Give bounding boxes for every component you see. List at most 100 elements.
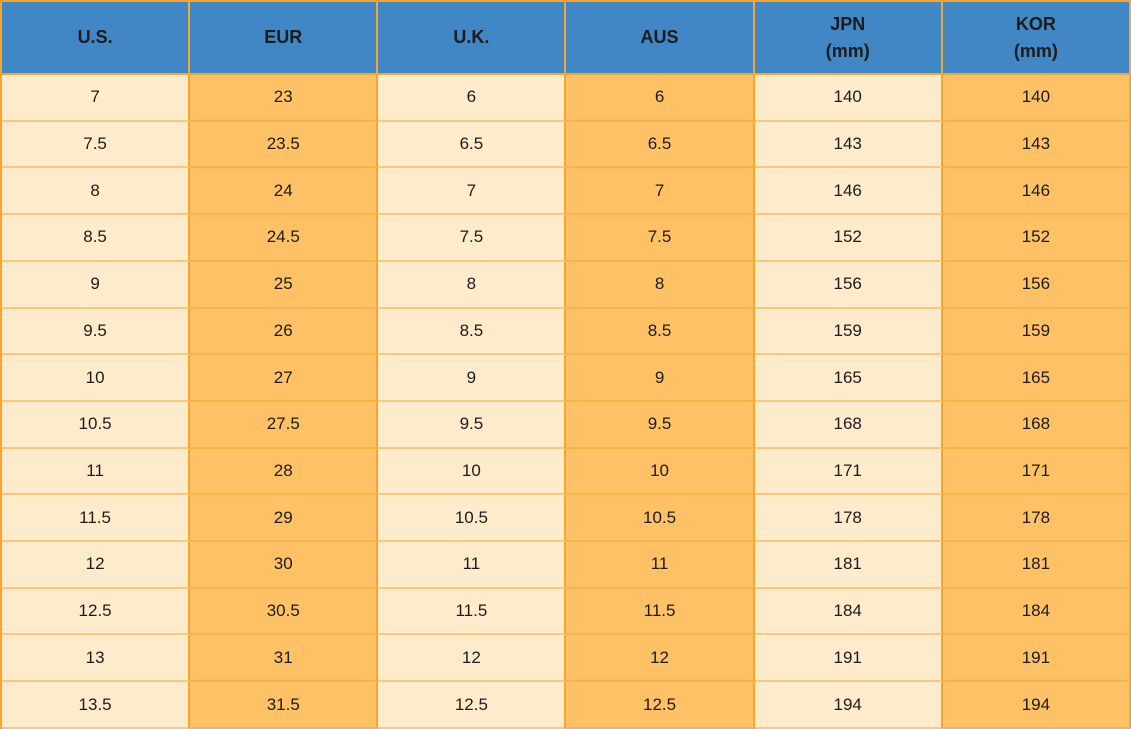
cell-kor: 156 [942, 261, 1131, 309]
cell-jpn: 140 [754, 75, 943, 122]
column-header-label: JPN [830, 13, 866, 34]
cell-us: 11.5 [2, 495, 191, 543]
header-row: U.S. EUR U.K. AUS JPN (mm) KOR (mm) [2, 2, 1131, 75]
cell-kor: 191 [942, 635, 1131, 683]
cell-jpn: 165 [754, 355, 943, 402]
cell-uk: 9.5 [378, 401, 567, 449]
cell-kor: 143 [942, 121, 1131, 169]
table-body: 7 23 6 6 140 140 7.5 23.5 6.5 6.5 143 143 8 24 7 7 146 14… [2, 75, 1131, 729]
cell-eur: 31 [190, 635, 379, 683]
cell-uk: 12.5 [378, 682, 567, 729]
cell-kor: 146 [942, 168, 1131, 216]
cell-us: 10.5 [2, 401, 191, 449]
cell-jpn: 159 [754, 308, 943, 356]
cell-kor: 171 [942, 448, 1131, 496]
cell-kor: 165 [942, 355, 1131, 402]
table-row: 11.5 29 10.5 10.5 178 178 [2, 495, 1131, 543]
cell-us: 11 [2, 448, 191, 496]
column-header-label: AUS [640, 27, 679, 47]
table-row: 13.5 31.5 12.5 12.5 194 194 [2, 682, 1131, 729]
cell-kor: 140 [942, 75, 1131, 122]
cell-uk: 8 [378, 261, 567, 309]
cell-us: 8 [2, 168, 191, 216]
cell-jpn: 171 [754, 448, 943, 496]
table-row: 8.5 24.5 7.5 7.5 152 152 [2, 215, 1131, 262]
cell-uk: 12 [378, 635, 567, 683]
table-row: 9.5 26 8.5 8.5 159 159 [2, 308, 1131, 356]
cell-kor: 168 [942, 401, 1131, 449]
cell-uk: 7 [378, 168, 567, 216]
table-row: 9 25 8 8 156 156 [2, 261, 1131, 309]
cell-eur: 30.5 [190, 588, 379, 636]
cell-aus: 9 [566, 355, 755, 402]
cell-uk: 8.5 [378, 308, 567, 356]
cell-eur: 29 [190, 495, 379, 543]
cell-jpn: 181 [754, 542, 943, 589]
cell-aus: 8.5 [566, 308, 755, 356]
cell-uk: 6 [378, 75, 567, 122]
cell-us: 9.5 [2, 308, 191, 356]
table-row: 7 23 6 6 140 140 [2, 75, 1131, 122]
cell-us: 12 [2, 542, 191, 589]
cell-aus: 7.5 [566, 215, 755, 262]
cell-kor: 178 [942, 495, 1131, 543]
cell-jpn: 146 [754, 168, 943, 216]
cell-eur: 28 [190, 448, 379, 496]
cell-aus: 12.5 [566, 682, 755, 729]
cell-eur: 24 [190, 168, 379, 216]
cell-uk: 6.5 [378, 121, 567, 169]
cell-kor: 194 [942, 682, 1131, 729]
cell-kor: 184 [942, 588, 1131, 636]
cell-us: 13 [2, 635, 191, 683]
column-header-us: U.S. [2, 2, 191, 75]
table-row: 7.5 23.5 6.5 6.5 143 143 [2, 121, 1131, 169]
cell-us: 13.5 [2, 682, 191, 729]
cell-us: 12.5 [2, 588, 191, 636]
cell-kor: 152 [942, 215, 1131, 262]
cell-eur: 23.5 [190, 121, 379, 169]
table-row: 12 30 11 11 181 181 [2, 542, 1131, 589]
cell-us: 10 [2, 355, 191, 402]
column-header-jpn: JPN (mm) [754, 2, 943, 75]
cell-jpn: 194 [754, 682, 943, 729]
cell-jpn: 143 [754, 121, 943, 169]
cell-eur: 30 [190, 542, 379, 589]
cell-eur: 27 [190, 355, 379, 402]
cell-us: 7.5 [2, 121, 191, 169]
cell-aus: 11 [566, 542, 755, 589]
column-header-label: EUR [264, 27, 303, 47]
column-header-eur: EUR [190, 2, 379, 75]
cell-jpn: 184 [754, 588, 943, 636]
cell-kor: 159 [942, 308, 1131, 356]
column-header-aus: AUS [566, 2, 755, 75]
cell-eur: 31.5 [190, 682, 379, 729]
cell-aus: 6.5 [566, 121, 755, 169]
cell-jpn: 178 [754, 495, 943, 543]
column-header-uk: U.K. [378, 2, 567, 75]
cell-eur: 25 [190, 261, 379, 309]
cell-aus: 11.5 [566, 588, 755, 636]
cell-uk: 10.5 [378, 495, 567, 543]
cell-eur: 27.5 [190, 401, 379, 449]
cell-us: 8.5 [2, 215, 191, 262]
table-row: 11 28 10 10 171 171 [2, 448, 1131, 496]
cell-us: 9 [2, 261, 191, 309]
cell-jpn: 156 [754, 261, 943, 309]
cell-jpn: 152 [754, 215, 943, 262]
cell-aus: 6 [566, 75, 755, 122]
table-row: 12.5 30.5 11.5 11.5 184 184 [2, 588, 1131, 636]
cell-eur: 24.5 [190, 215, 379, 262]
cell-uk: 10 [378, 448, 567, 496]
cell-aus: 10 [566, 448, 755, 496]
column-header-sublabel: (mm) [1013, 40, 1058, 61]
cell-eur: 23 [190, 75, 379, 122]
table-row: 8 24 7 7 146 146 [2, 168, 1131, 216]
cell-us: 7 [2, 75, 191, 122]
cell-uk: 11.5 [378, 588, 567, 636]
cell-aus: 8 [566, 261, 755, 309]
cell-aus: 10.5 [566, 495, 755, 543]
cell-eur: 26 [190, 308, 379, 356]
table-row: 10.5 27.5 9.5 9.5 168 168 [2, 401, 1131, 449]
table-row: 10 27 9 9 165 165 [2, 355, 1131, 402]
